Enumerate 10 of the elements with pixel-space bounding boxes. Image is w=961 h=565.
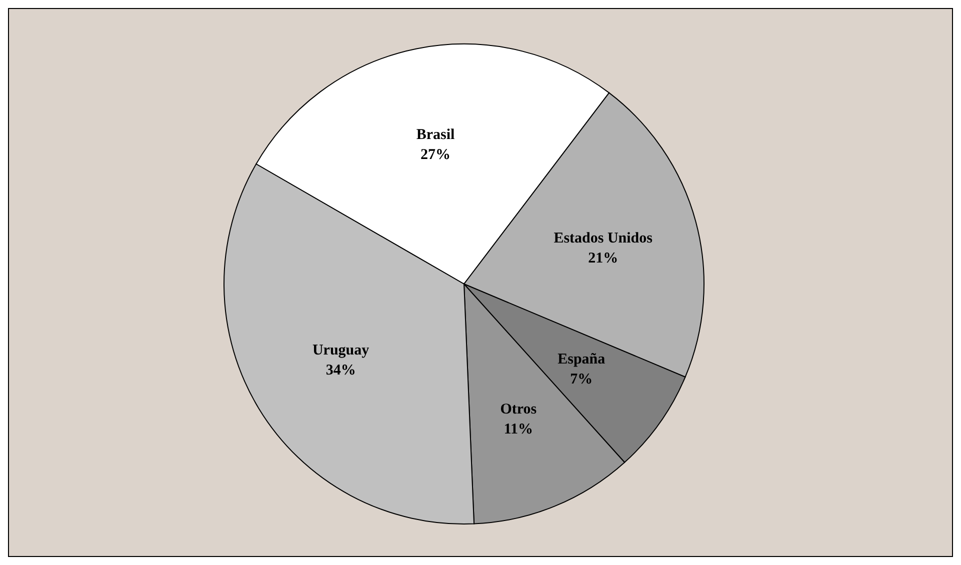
data-label: 34% [326,362,356,379]
slice-label: Otros [500,401,537,418]
slice-label: Uruguay [312,342,370,359]
slice-label: Brasil [416,126,455,143]
data-label: 21% [588,250,618,267]
slice-label: Estados Unidos [554,230,653,247]
data-label: 11% [504,421,534,438]
slice-label: España [558,351,606,368]
data-label: 7% [570,371,593,388]
data-label: 27% [420,146,451,163]
